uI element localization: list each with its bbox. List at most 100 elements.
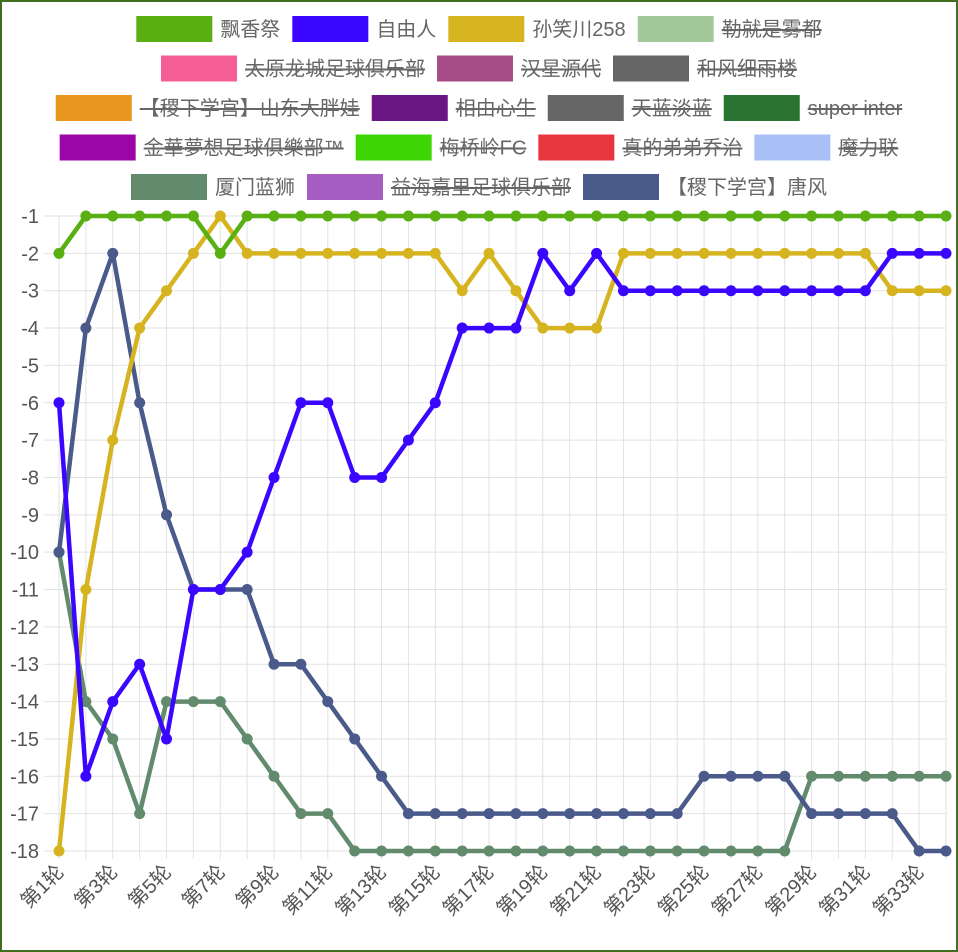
data-point[interactable] xyxy=(134,210,146,222)
data-point[interactable] xyxy=(671,210,683,222)
data-point[interactable] xyxy=(671,247,683,259)
data-point[interactable] xyxy=(537,247,549,259)
data-point[interactable] xyxy=(617,845,629,857)
data-point[interactable] xyxy=(483,247,495,259)
legend-item[interactable]: 自由人 xyxy=(292,16,436,42)
data-point[interactable] xyxy=(161,696,173,708)
data-point[interactable] xyxy=(913,210,925,222)
data-point[interactable] xyxy=(591,210,603,222)
data-point[interactable] xyxy=(779,210,791,222)
data-point[interactable] xyxy=(456,808,468,820)
legend-item[interactable]: 厦门蓝狮 xyxy=(131,174,295,200)
data-point[interactable] xyxy=(187,696,199,708)
data-point[interactable] xyxy=(698,210,710,222)
data-point[interactable] xyxy=(698,247,710,259)
data-point[interactable] xyxy=(429,808,441,820)
data-point[interactable] xyxy=(725,845,737,857)
data-point[interactable] xyxy=(80,696,92,708)
data-point[interactable] xyxy=(268,770,280,782)
data-point[interactable] xyxy=(295,808,307,820)
data-point[interactable] xyxy=(322,247,334,259)
data-point[interactable] xyxy=(913,247,925,259)
data-point[interactable] xyxy=(295,658,307,670)
data-point[interactable] xyxy=(214,584,226,596)
data-point[interactable] xyxy=(107,434,119,446)
data-point[interactable] xyxy=(806,285,818,297)
data-point[interactable] xyxy=(295,210,307,222)
data-point[interactable] xyxy=(510,210,522,222)
data-point[interactable] xyxy=(698,770,710,782)
data-point[interactable] xyxy=(752,845,764,857)
data-point[interactable] xyxy=(779,845,791,857)
data-point[interactable] xyxy=(671,808,683,820)
data-point[interactable] xyxy=(698,285,710,297)
data-point[interactable] xyxy=(134,322,146,334)
legend-item[interactable]: 和风细雨楼 xyxy=(613,55,797,82)
legend-item[interactable]: 金華夢想足球俱樂部™ xyxy=(59,134,344,161)
data-point[interactable] xyxy=(53,247,65,259)
data-point[interactable] xyxy=(806,247,818,259)
data-point[interactable] xyxy=(161,509,173,521)
data-point[interactable] xyxy=(725,770,737,782)
data-point[interactable] xyxy=(644,210,656,222)
data-point[interactable] xyxy=(940,845,952,857)
data-point[interactable] xyxy=(832,770,844,782)
data-point[interactable] xyxy=(886,808,898,820)
data-point[interactable] xyxy=(107,210,119,222)
data-point[interactable] xyxy=(322,210,334,222)
data-point[interactable] xyxy=(268,471,280,483)
legend-item[interactable]: 真的弟弟乔治 xyxy=(538,134,743,161)
data-point[interactable] xyxy=(402,434,414,446)
data-point[interactable] xyxy=(564,845,576,857)
data-point[interactable] xyxy=(859,770,871,782)
data-point[interactable] xyxy=(134,808,146,820)
data-point[interactable] xyxy=(832,285,844,297)
legend-item[interactable]: 勒就是雾都 xyxy=(637,16,822,42)
legend-item[interactable]: 梅桥岭FC xyxy=(355,134,527,161)
data-point[interactable] xyxy=(752,285,764,297)
data-point[interactable] xyxy=(510,322,522,334)
data-point[interactable] xyxy=(456,322,468,334)
data-point[interactable] xyxy=(779,285,791,297)
data-point[interactable] xyxy=(725,247,737,259)
data-point[interactable] xyxy=(779,770,791,782)
data-point[interactable] xyxy=(107,733,119,745)
data-point[interactable] xyxy=(483,845,495,857)
data-point[interactable] xyxy=(940,285,952,297)
legend-item[interactable]: 飘香祭 xyxy=(136,16,280,42)
data-point[interactable] xyxy=(886,210,898,222)
data-point[interactable] xyxy=(402,247,414,259)
data-point[interactable] xyxy=(510,285,522,297)
data-point[interactable] xyxy=(698,845,710,857)
data-point[interactable] xyxy=(671,845,683,857)
data-point[interactable] xyxy=(940,210,952,222)
data-point[interactable] xyxy=(725,210,737,222)
data-point[interactable] xyxy=(376,770,388,782)
data-point[interactable] xyxy=(429,845,441,857)
legend-item[interactable]: 益海嘉里足球俱乐部 xyxy=(307,174,571,200)
data-point[interactable] xyxy=(402,808,414,820)
data-point[interactable] xyxy=(376,471,388,483)
data-point[interactable] xyxy=(187,210,199,222)
data-point[interactable] xyxy=(456,210,468,222)
data-point[interactable] xyxy=(268,658,280,670)
data-point[interactable] xyxy=(752,770,764,782)
data-point[interactable] xyxy=(322,808,334,820)
data-point[interactable] xyxy=(617,247,629,259)
data-point[interactable] xyxy=(161,210,173,222)
data-point[interactable] xyxy=(241,210,253,222)
legend-item[interactable]: 魔力联 xyxy=(754,134,899,161)
data-point[interactable] xyxy=(187,247,199,259)
data-point[interactable] xyxy=(322,397,334,409)
data-point[interactable] xyxy=(940,247,952,259)
data-point[interactable] xyxy=(161,285,173,297)
data-point[interactable] xyxy=(725,285,737,297)
data-point[interactable] xyxy=(483,322,495,334)
data-point[interactable] xyxy=(80,210,92,222)
data-point[interactable] xyxy=(53,546,65,558)
data-point[interactable] xyxy=(483,808,495,820)
data-point[interactable] xyxy=(886,247,898,259)
data-point[interactable] xyxy=(80,584,92,596)
data-point[interactable] xyxy=(241,247,253,259)
data-point[interactable] xyxy=(53,845,65,857)
